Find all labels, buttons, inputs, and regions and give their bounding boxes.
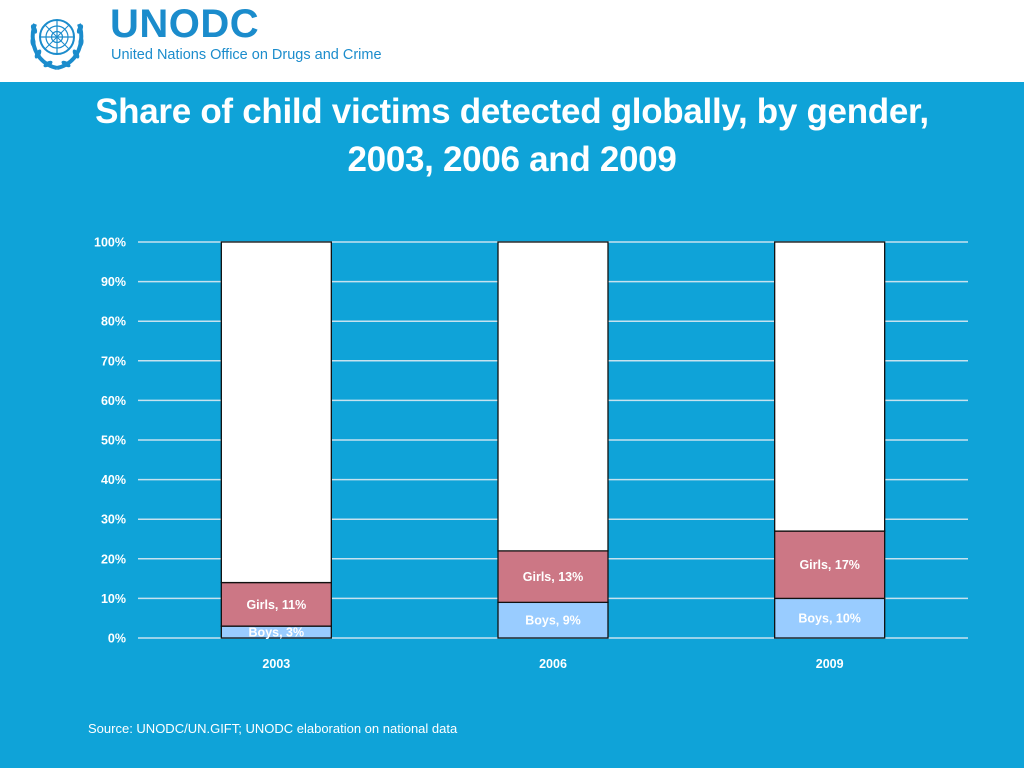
bar-segment [220, 241, 332, 584]
data-label: Girls, 11% [246, 598, 306, 612]
logo-subtext: United Nations Office on Drugs and Crime [111, 47, 382, 63]
y-tick-label: 30% [101, 513, 126, 527]
chart-title-line-1: Share of child victims detected globally… [95, 92, 929, 131]
logo-text: UNODC [110, 2, 260, 46]
bar-segment [497, 550, 609, 604]
y-tick-label: 70% [101, 354, 126, 368]
y-tick-label: 50% [101, 434, 126, 448]
chart-title: Share of child victims detected globally… [40, 88, 984, 184]
y-tick-label: 90% [101, 275, 126, 289]
y-tick-label: 80% [101, 315, 126, 329]
bar-segment [220, 581, 332, 627]
bar-segment [497, 241, 609, 552]
chart-title-line-2: 2003, 2006 and 2009 [347, 140, 677, 179]
data-label: Boys, 9% [525, 614, 581, 628]
y-tick-label: 0% [108, 632, 126, 646]
y-tick-label: 100% [94, 236, 126, 250]
y-tick-label: 20% [101, 552, 126, 566]
header: UNODC United Nations Office on Drugs and… [0, 0, 1024, 82]
data-label: Girls, 17% [799, 558, 859, 572]
x-tick-label: 2006 [539, 657, 567, 671]
bar-segment [497, 601, 609, 639]
stacked-bar-chart: 0% 10% 20% 30% 40% 50% 60% 70% 80% 90% 100% Boys, 3… [94, 236, 968, 671]
source-note: Source: UNODC/UN.GIFT; UNODC elaboration… [88, 721, 458, 736]
data-label: Girls, 13% [523, 570, 583, 584]
un-emblem-icon [30, 19, 84, 70]
x-tick-label: 2003 [262, 657, 290, 671]
data-label: Boys, 3% [249, 626, 305, 640]
bar-segment [774, 597, 886, 639]
bar-segment [774, 530, 886, 600]
bar-segment [774, 241, 886, 532]
y-tick-label: 60% [101, 394, 126, 408]
slide: Share of child victims detected globally… [0, 82, 1024, 768]
x-tick-label: 2009 [816, 657, 844, 671]
data-label: Boys, 10% [798, 612, 861, 626]
y-tick-label: 10% [101, 592, 126, 606]
y-tick-label: 40% [101, 473, 126, 487]
